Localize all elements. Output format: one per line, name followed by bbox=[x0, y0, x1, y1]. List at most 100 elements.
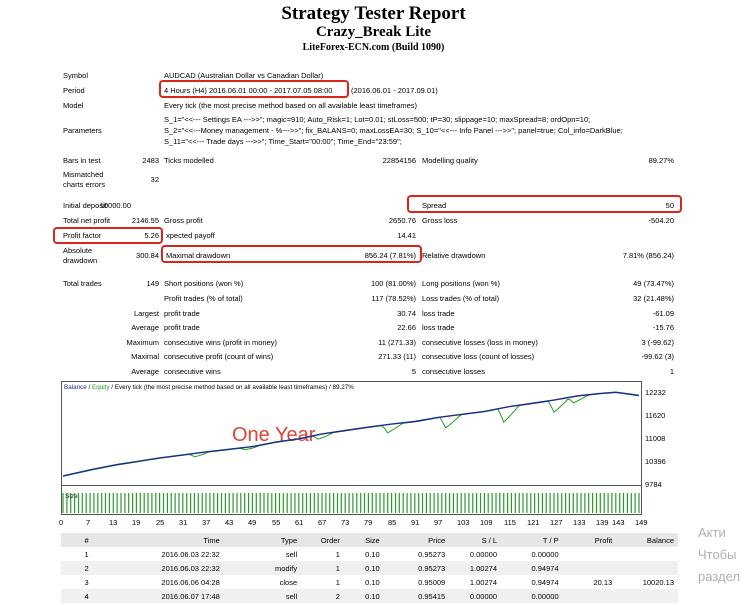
size-bar bbox=[580, 493, 582, 513]
size-bar bbox=[394, 493, 397, 513]
size-bar bbox=[464, 493, 466, 513]
maxlosses-label: consecutive losses (loss in money) bbox=[422, 338, 538, 347]
size-bar bbox=[336, 493, 339, 513]
cell: 2016.06.06 04:28 bbox=[161, 577, 220, 587]
cell bbox=[562, 589, 617, 603]
cell: 0.10 bbox=[343, 589, 384, 603]
col-header: Price bbox=[383, 533, 450, 547]
cell bbox=[562, 561, 617, 575]
ticks-label: Ticks modelled bbox=[164, 156, 214, 165]
col-header: Type bbox=[223, 533, 302, 547]
cell: 3 bbox=[84, 577, 89, 587]
size-bar bbox=[441, 493, 443, 513]
chart-legend: Balance / Equity / Every tick (the most … bbox=[64, 384, 354, 391]
size-bar bbox=[286, 493, 288, 513]
cell: 20.13 bbox=[593, 577, 613, 587]
bars-value: 2483 bbox=[142, 156, 159, 165]
size-bar bbox=[476, 493, 478, 513]
size-bar bbox=[282, 493, 284, 513]
reldd-label: Relative drawdown bbox=[422, 251, 486, 260]
size-bar bbox=[595, 493, 598, 513]
size-bar bbox=[634, 493, 636, 513]
cell: 0.95273 bbox=[418, 549, 446, 559]
size-bar bbox=[263, 493, 265, 513]
x-tick-label: 25 bbox=[156, 518, 165, 527]
size-bar bbox=[619, 493, 621, 513]
quality-value: 89.27% bbox=[648, 156, 674, 165]
size-bar bbox=[321, 493, 323, 513]
average-loss-value: -15.76 bbox=[652, 323, 674, 332]
size-bar bbox=[561, 493, 563, 513]
size-bar bbox=[449, 493, 451, 513]
cell: 0.00000 bbox=[469, 549, 497, 559]
size-bar bbox=[472, 493, 474, 513]
period-highlight bbox=[159, 80, 349, 98]
maximum-label: Maximum bbox=[126, 338, 159, 347]
size-bar bbox=[522, 493, 524, 513]
x-tick-label: 97 bbox=[434, 518, 443, 527]
size-bar bbox=[278, 493, 281, 513]
spread-value: 50 bbox=[665, 201, 674, 210]
balance-line bbox=[62, 391, 640, 477]
cell: 0.10 bbox=[365, 577, 380, 587]
size-bar bbox=[615, 493, 617, 513]
period-value: 4 Hours (H4) 2016.06.01 00:00 - 2017.07.… bbox=[164, 86, 333, 95]
short-label: Short positions (won %) bbox=[164, 279, 244, 288]
size-bar bbox=[584, 493, 586, 513]
spread-label: Spread bbox=[422, 201, 447, 210]
size-bar bbox=[193, 493, 195, 513]
watermark-line: Акти bbox=[698, 525, 726, 540]
cell: 0.94974 bbox=[501, 561, 563, 575]
size-bar bbox=[178, 493, 180, 513]
size-bar bbox=[491, 493, 493, 513]
cell: 2016.06.03 22:32 bbox=[161, 549, 220, 559]
x-tick-label: 0 bbox=[59, 518, 64, 527]
size-bar bbox=[298, 493, 300, 513]
size-bar bbox=[391, 493, 393, 513]
period-label: Period bbox=[63, 86, 85, 95]
size-bar bbox=[139, 493, 141, 513]
size-bar bbox=[576, 493, 578, 513]
losstrades-value: 32 (21.48%) bbox=[633, 294, 674, 303]
size-bar bbox=[468, 493, 470, 513]
reldd-value: 7.81% (856.24) bbox=[622, 251, 674, 260]
col-header: T / P bbox=[501, 533, 563, 547]
size-bar bbox=[414, 493, 416, 513]
size-bar bbox=[510, 493, 512, 513]
netprofit-value: 2146.55 bbox=[131, 216, 159, 225]
x-tick-label: 133 bbox=[573, 518, 586, 527]
trades-label: Total trades bbox=[63, 279, 102, 288]
size-bar bbox=[379, 493, 381, 513]
size-bar bbox=[62, 493, 64, 513]
size-bar bbox=[112, 493, 114, 513]
size-bar bbox=[572, 493, 574, 513]
long-value: 49 (73.47%) bbox=[633, 279, 674, 288]
col-header: Time bbox=[92, 533, 224, 547]
maximal-label: Maximal bbox=[131, 352, 159, 361]
size-bar bbox=[302, 493, 304, 513]
size-bar bbox=[526, 493, 528, 513]
size-bar bbox=[387, 493, 389, 513]
size-bar bbox=[344, 493, 346, 513]
cell: 0.00000 bbox=[449, 589, 501, 603]
x-tick-label: 49 bbox=[248, 518, 257, 527]
y-tick-label: 9784 bbox=[645, 480, 662, 489]
x-tick-label: 43 bbox=[225, 518, 234, 527]
size-bar bbox=[329, 493, 331, 513]
x-tick-label: 115 bbox=[504, 518, 516, 527]
trades-table: # Time Type Order Size Price S / L T / P… bbox=[61, 533, 678, 603]
model-label: Model bbox=[63, 101, 84, 110]
size-bar bbox=[507, 493, 509, 513]
long-label: Long positions (won %) bbox=[422, 279, 500, 288]
mismatch-label: Mismatched bbox=[63, 170, 104, 179]
cell: close bbox=[279, 577, 298, 587]
bars-label: Bars in test bbox=[63, 156, 101, 165]
size-bar bbox=[630, 493, 632, 513]
profitfactor-value: 5.26 bbox=[144, 231, 159, 240]
size-bar bbox=[495, 493, 497, 513]
maxprofit-value: 271.33 (11) bbox=[378, 352, 416, 361]
cell: 0.10 bbox=[343, 561, 384, 575]
size-bar bbox=[70, 493, 72, 513]
parameters-label: Parameters bbox=[63, 126, 102, 135]
cell: 1.00274 bbox=[469, 577, 497, 587]
